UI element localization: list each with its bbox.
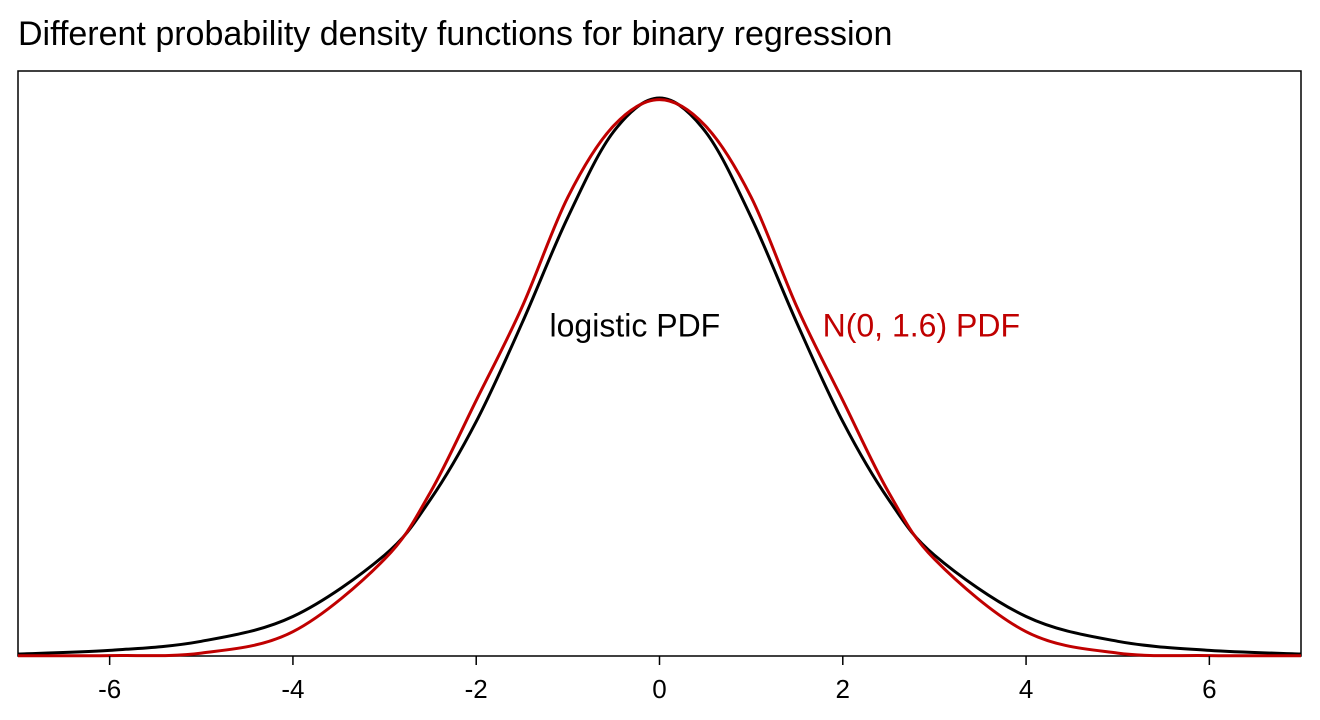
- plot-frame: [17, 70, 1302, 657]
- x-tick-label: 0: [652, 674, 666, 704]
- x-tick-label: 4: [1019, 674, 1033, 704]
- x-tick-label: -6: [98, 674, 121, 704]
- chart-title: Different probability density functions …: [18, 15, 893, 53]
- x-tick-label: 6: [1202, 674, 1216, 704]
- annotation-logistic-pdf: logistic PDF: [550, 308, 721, 344]
- series-line-normal: [17, 98, 1302, 658]
- x-tick-label: 2: [836, 674, 850, 704]
- x-tick-label: -2: [465, 674, 488, 704]
- series-line-logistic: [17, 96, 1302, 656]
- annotation-normal-pdf: N(0, 1.6) PDF: [823, 308, 1020, 344]
- x-tick-label: -4: [281, 674, 304, 704]
